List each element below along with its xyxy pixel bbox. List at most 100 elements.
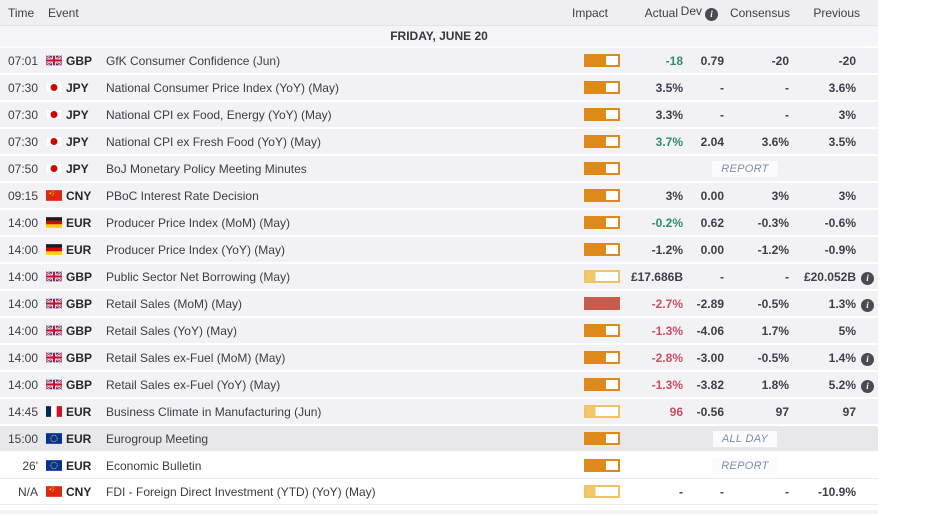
info-icon-slot: i: [856, 214, 878, 231]
actual-value: 3.5%: [655, 80, 683, 95]
impact-indicator: [584, 54, 620, 67]
impact-bar-icon: [584, 405, 620, 418]
event-row[interactable]: 26' EUR Economic Bulletin i REPORT: [0, 453, 878, 479]
impact-bar-icon: [584, 459, 620, 472]
event-row[interactable]: N/A CNY FDI - Foreign Direct Investment …: [0, 479, 878, 505]
impact-bar-icon: [584, 189, 620, 202]
previous-info-icon[interactable]: i: [861, 353, 874, 366]
info-icon-slot: i: [856, 52, 878, 69]
time-cell: 26': [22, 458, 38, 473]
previous-value: 5%: [838, 323, 856, 338]
currency-code: JPY: [66, 161, 89, 176]
previous-info-icon[interactable]: i: [861, 272, 874, 285]
event-row[interactable]: 07:01 GBP GfK Consumer Confidence (Jun) …: [0, 48, 878, 75]
impact-bar-icon: [584, 270, 620, 283]
currency-code: EUR: [66, 431, 92, 446]
event-row[interactable]: 09:15 CNY PBoC Interest Rate Decision 3%…: [0, 183, 878, 210]
currency-code: EUR: [66, 242, 92, 257]
actual-value: -1.3%: [651, 323, 683, 338]
event-name: National CPI ex Food, Energy (YoY) (May): [106, 107, 332, 122]
impact-bar-icon: [584, 297, 620, 310]
event-row[interactable]: 07:30 JPY National CPI ex Fresh Food (Yo…: [0, 129, 878, 156]
col-header-dev: Dev i: [678, 4, 718, 21]
event-name: Retail Sales ex-Fuel (MoM) (May): [106, 350, 286, 365]
previous-value: 97: [842, 404, 856, 419]
dev-value: -0.56: [696, 404, 724, 419]
impact-bar-icon: [584, 108, 620, 121]
event-row[interactable]: 14:00 GBP Retail Sales (MoM) (May) -2.7%…: [0, 291, 878, 318]
consensus-value: -: [785, 80, 789, 95]
time-cell: 14:00: [7, 269, 38, 284]
consensus-value: 1.7%: [761, 323, 789, 338]
actual-value: -2.8%: [651, 350, 683, 365]
event-name: Retail Sales (MoM) (May): [106, 296, 243, 311]
event-chip-slot: REPORT: [630, 160, 860, 177]
event-row[interactable]: 14:00 GBP Retail Sales ex-Fuel (MoM) (Ma…: [0, 345, 878, 372]
dev-value: -: [720, 269, 724, 284]
date-banner-label: FRIDAY, JUNE 20: [390, 29, 488, 43]
impact-bar-icon: [584, 432, 620, 445]
impact-indicator: [584, 297, 620, 310]
event-row[interactable]: 14:00 GBP Public Sector Net Borrowing (M…: [0, 264, 878, 291]
consensus-value: -0.5%: [757, 350, 789, 365]
previous-value: 3%: [838, 188, 856, 203]
event-row[interactable]: 07:30 JPY National Consumer Price Index …: [0, 75, 878, 102]
event-name: Public Sector Net Borrowing (May): [106, 269, 291, 284]
event-row[interactable]: 14:00 GBP Retail Sales ex-Fuel (YoY) (Ma…: [0, 372, 878, 399]
currency-code: GBP: [66, 377, 93, 392]
event-row[interactable]: 15:00 EUR Eurogroup Meeting i ALL DAY: [0, 426, 878, 453]
event-row[interactable]: 14:00 EUR Producer Price Index (MoM) (Ma…: [0, 210, 878, 237]
event-row[interactable]: 14:00 EUR Producer Price Index (YoY) (Ma…: [0, 237, 878, 264]
impact-indicator: [584, 189, 620, 202]
event-name: National CPI ex Fresh Food (YoY) (May): [106, 134, 321, 149]
currency-flag-icon: [46, 271, 62, 282]
event-name: BoJ Monetary Policy Meeting Minutes: [106, 161, 307, 176]
impact-bar-icon: [584, 243, 620, 256]
col-header-actual: Actual: [644, 5, 678, 20]
time-cell: 14:45: [7, 404, 38, 419]
time-cell: 09:15: [7, 188, 38, 203]
impact-indicator: [584, 405, 620, 418]
event-name: National Consumer Price Index (YoY) (May…: [106, 80, 339, 95]
currency-flag-icon: [46, 82, 62, 93]
currency-flag-icon: [46, 460, 62, 471]
event-row[interactable]: 07:50 JPY BoJ Monetary Policy Meeting Mi…: [0, 156, 878, 183]
previous-value: -0.6%: [824, 215, 856, 230]
event-row[interactable]: 14:00 GBP Retail Sales (YoY) (May) -1.3%…: [0, 318, 878, 345]
info-icon-slot: i: [856, 133, 878, 150]
event-name: Producer Price Index (MoM) (May): [106, 215, 291, 230]
event-chip[interactable]: ALL DAY: [712, 430, 778, 447]
dev-value: 0.79: [700, 53, 724, 68]
consensus-value: -: [785, 484, 789, 499]
time-cell: 07:30: [7, 134, 38, 149]
info-icon-slot: i: [856, 349, 878, 366]
previous-info-icon[interactable]: i: [861, 380, 874, 393]
impact-indicator: [584, 162, 620, 175]
impact-indicator: [584, 243, 620, 256]
currency-code: JPY: [66, 80, 89, 95]
actual-value: 3%: [665, 188, 683, 203]
date-banner: FRIDAY, JUNE 20: [0, 26, 878, 48]
impact-indicator: [584, 81, 620, 94]
currency-flag-icon: [46, 325, 62, 336]
event-chip[interactable]: REPORT: [712, 160, 778, 177]
impact-bar-icon: [584, 216, 620, 229]
dev-value: 0.00: [700, 242, 724, 257]
previous-info-icon[interactable]: i: [861, 299, 874, 312]
dev-value: 2.04: [700, 134, 724, 149]
previous-value: 3.6%: [828, 80, 856, 95]
event-chip-slot: ALL DAY: [630, 430, 860, 447]
currency-code: GBP: [66, 350, 93, 365]
event-name: Eurogroup Meeting: [106, 431, 209, 446]
actual-value: 96: [669, 404, 683, 419]
col-header-impact: Impact: [572, 5, 609, 20]
event-chip[interactable]: REPORT: [712, 457, 778, 474]
impact-indicator: [584, 378, 620, 391]
consensus-value: 1.8%: [761, 377, 789, 392]
event-row[interactable]: 07:30 JPY National CPI ex Food, Energy (…: [0, 102, 878, 129]
dev-info-icon[interactable]: i: [705, 8, 718, 21]
event-row[interactable]: 14:45 EUR Business Climate in Manufactur…: [0, 399, 878, 426]
consensus-value: 3%: [771, 188, 789, 203]
dev-value: -2.89: [696, 296, 724, 311]
actual-value: -0.2%: [651, 215, 683, 230]
